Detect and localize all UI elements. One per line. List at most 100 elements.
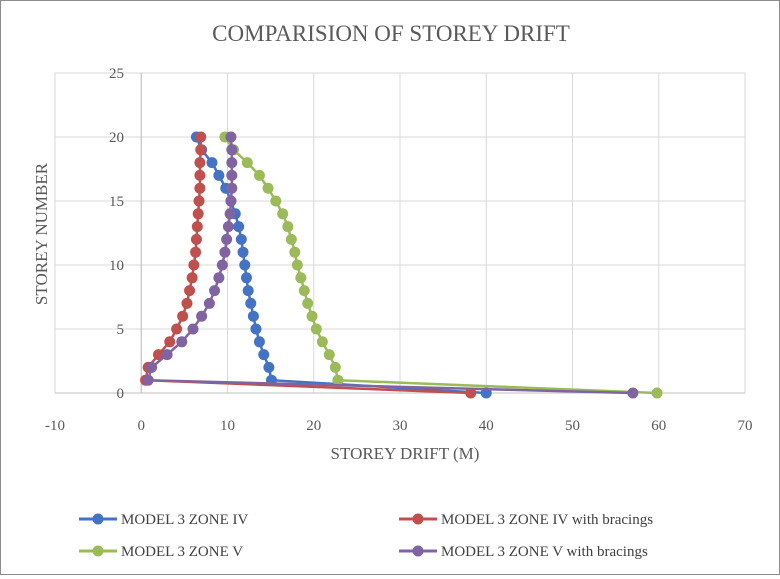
data-point xyxy=(195,131,207,143)
legend-marker xyxy=(412,545,424,557)
legend-item: MODEL 3 ZONE IV xyxy=(79,512,249,528)
data-point xyxy=(263,361,275,373)
data-point xyxy=(226,157,238,169)
data-point xyxy=(206,157,218,169)
x-tick-label: 70 xyxy=(738,418,753,434)
data-point xyxy=(176,336,188,348)
data-point xyxy=(323,349,335,361)
data-point xyxy=(285,233,297,245)
data-point xyxy=(332,374,344,386)
data-point xyxy=(245,297,257,309)
data-point xyxy=(213,272,225,284)
data-point xyxy=(221,233,233,245)
data-point xyxy=(209,285,221,297)
data-point xyxy=(226,169,238,181)
data-point xyxy=(291,259,303,271)
data-point xyxy=(177,310,189,322)
data-point xyxy=(192,208,204,220)
data-point xyxy=(225,131,237,143)
data-point xyxy=(184,285,196,297)
data-point xyxy=(465,387,477,399)
data-point xyxy=(194,169,206,181)
x-tick-label: 60 xyxy=(651,418,666,434)
data-point xyxy=(219,246,231,258)
tick-labels: -10 0 10 20 30 40 50 60 70 0 5 10 15 20 25 xyxy=(45,66,753,434)
data-point xyxy=(627,387,639,399)
data-point xyxy=(302,297,314,309)
data-point xyxy=(235,233,247,245)
data-point xyxy=(224,208,236,220)
gridlines xyxy=(54,72,746,394)
legend-item: MODEL 3 ZONE IV with bracings xyxy=(399,512,653,528)
data-point xyxy=(153,349,164,361)
x-tick-label: 40 xyxy=(479,418,494,434)
data-point xyxy=(142,374,154,386)
y-tick-label: 20 xyxy=(109,130,124,146)
data-point xyxy=(225,195,237,207)
data-point xyxy=(310,323,322,335)
data-point xyxy=(222,221,234,233)
legend-marker xyxy=(92,545,104,557)
legend-label: MODEL 3 ZONE IV with bracings xyxy=(441,512,653,528)
data-point xyxy=(193,195,205,207)
data-point xyxy=(188,259,200,271)
data-point xyxy=(298,285,310,297)
data-point xyxy=(164,336,176,348)
data-point xyxy=(226,144,238,156)
data-point xyxy=(250,323,262,335)
data-point xyxy=(289,246,301,258)
data-point xyxy=(226,182,238,194)
legend: MODEL 3 ZONE IV MODEL 3 ZONE IV with brac… xyxy=(79,512,653,560)
series-1 xyxy=(190,131,492,399)
data-point xyxy=(196,310,208,322)
data-point xyxy=(316,336,328,348)
y-axis-title: STOREY NUMBER xyxy=(32,162,51,305)
data-point xyxy=(216,259,228,271)
x-axis-title: STOREY DRIFT (M) xyxy=(331,444,480,463)
chart-title: COMPARISION OF STOREY DRIFT xyxy=(212,21,570,46)
data-point xyxy=(651,387,663,399)
x-tick-label: 0 xyxy=(138,418,146,434)
x-tick-label: 30 xyxy=(393,418,408,434)
y-tick-label: 5 xyxy=(117,322,125,338)
data-point xyxy=(190,246,202,258)
data-point xyxy=(186,272,198,284)
data-point xyxy=(282,221,294,233)
y-tick-label: 15 xyxy=(109,194,124,210)
data-point xyxy=(233,221,245,233)
legend-label: MODEL 3 ZONE V xyxy=(121,544,243,560)
x-tick-label: 50 xyxy=(565,418,580,434)
data-point xyxy=(237,246,249,258)
data-point xyxy=(295,272,307,284)
x-tick-label: 10 xyxy=(220,418,235,434)
series-layer xyxy=(140,131,663,399)
data-point xyxy=(171,323,183,335)
data-point xyxy=(194,182,206,194)
y-tick-label: 25 xyxy=(109,66,124,82)
legend-item: MODEL 3 ZONE V with bracings xyxy=(399,544,648,560)
data-point xyxy=(239,259,251,271)
data-point xyxy=(191,221,203,233)
y-tick-label: 10 xyxy=(109,258,124,274)
legend-label: MODEL 3 ZONE V with bracings xyxy=(441,544,648,560)
data-point xyxy=(195,144,207,156)
data-point xyxy=(240,272,252,284)
legend-label: MODEL 3 ZONE IV xyxy=(121,512,249,528)
data-point xyxy=(203,297,215,309)
y-tick-label: 0 xyxy=(117,386,125,402)
x-tick-label: 20 xyxy=(306,418,321,434)
legend-marker xyxy=(92,513,104,525)
data-point xyxy=(213,169,225,181)
data-point xyxy=(253,336,265,348)
legend-item: MODEL 3 ZONE V xyxy=(79,544,243,560)
data-point xyxy=(146,361,158,373)
data-point xyxy=(262,182,274,194)
data-point xyxy=(306,310,318,322)
series-4 xyxy=(142,131,639,399)
data-point xyxy=(181,297,193,309)
data-point xyxy=(190,233,202,245)
legend-marker xyxy=(412,513,424,525)
data-point xyxy=(253,169,265,181)
data-point xyxy=(270,195,282,207)
